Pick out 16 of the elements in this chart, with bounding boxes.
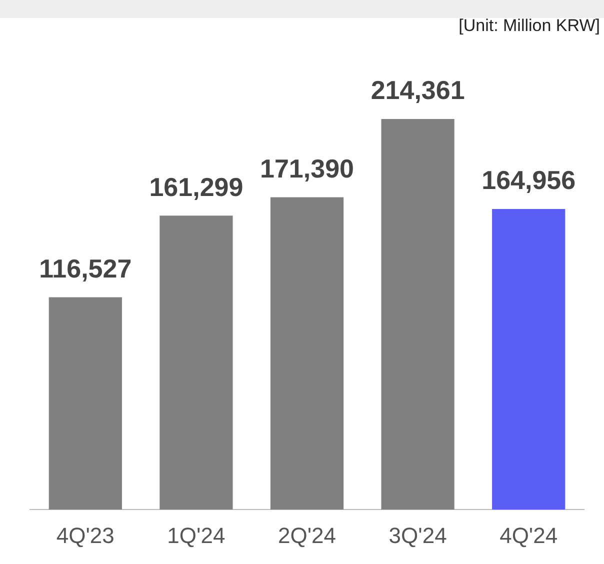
bar bbox=[381, 118, 454, 510]
bar bbox=[270, 197, 344, 510]
bar bbox=[48, 297, 122, 510]
x-tick-label: 2Q'24 bbox=[278, 522, 336, 548]
x-tick-label: 3Q'24 bbox=[388, 522, 447, 548]
bar bbox=[160, 216, 233, 510]
bar bbox=[492, 208, 566, 510]
x-tick-label: 4Q'23 bbox=[56, 522, 114, 548]
data-label: 164,956 bbox=[482, 165, 576, 196]
data-label: 116,527 bbox=[39, 253, 132, 284]
x-tick-label: 1Q'24 bbox=[167, 522, 226, 548]
data-label: 171,390 bbox=[260, 153, 354, 184]
data-label: 161,299 bbox=[149, 172, 244, 202]
chart-subtitle: [Unit: Million KRW] bbox=[458, 16, 600, 36]
data-label: 214,361 bbox=[370, 75, 465, 106]
x-tick-label: 4Q'24 bbox=[500, 522, 558, 548]
